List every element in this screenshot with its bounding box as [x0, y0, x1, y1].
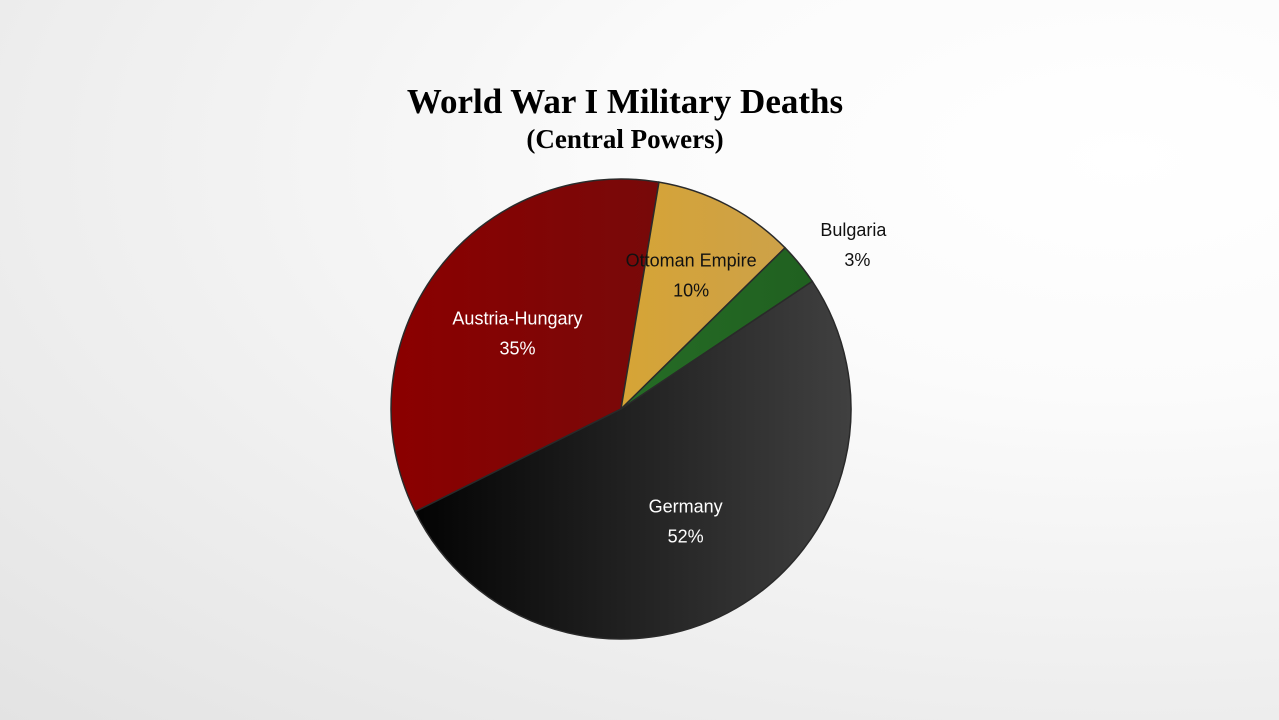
- slice-label-germany: Germany: [649, 496, 723, 516]
- slice-austria-hungary: [390, 178, 660, 513]
- slice-percent-ottoman-empire: 10%: [673, 280, 709, 300]
- slice-percent-austria-hungary: 35%: [499, 338, 535, 358]
- slice-label-austria-hungary: Austria-Hungary: [452, 308, 582, 328]
- slice-percent-bulgaria: 3%: [844, 250, 870, 270]
- slice-label-bulgaria: Bulgaria: [820, 220, 887, 240]
- slice-ottoman-empire: [619, 181, 787, 412]
- chart-subtitle: (Central Powers): [526, 124, 724, 154]
- slice-percent-germany: 52%: [668, 526, 704, 546]
- slice-label-ottoman-empire: Ottoman Empire: [626, 250, 757, 270]
- slice-germany: [414, 280, 852, 640]
- chart-title: World War I Military Deaths: [406, 82, 844, 121]
